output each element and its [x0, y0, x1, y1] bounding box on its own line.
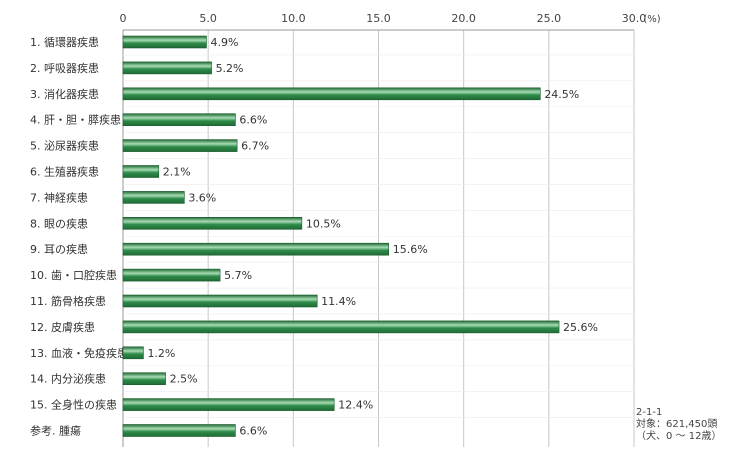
bar	[122, 346, 144, 360]
x-tick-label: 30.0	[622, 12, 647, 25]
category-label: 14. 内分泌疾患	[30, 372, 106, 386]
value-label: 10.5%	[306, 217, 341, 230]
bar	[122, 217, 303, 230]
x-tick-label: 25.0	[537, 12, 562, 25]
value-label: 11.4%	[321, 295, 356, 308]
subject-scope: （犬、0 〜 12歳）	[636, 431, 722, 442]
figure-id: 2-1-1	[636, 407, 663, 418]
category-label: 12. 皮膚疾患	[30, 320, 95, 334]
value-label: 4.9%	[210, 36, 238, 49]
x-tick-label: 15.0	[366, 12, 391, 25]
category-label: 2. 呼吸器疾患	[30, 61, 99, 75]
bar	[122, 165, 160, 178]
value-labels: 4.9% 5.2% 24.5% 6.6% 6.7% 2.1% 3.6% 10.5% 15.6% 5…	[147, 36, 598, 438]
grid-lines	[122, 29, 635, 447]
bar	[122, 268, 221, 282]
x-axis: 0 5.0 10.0 15.0 20.0 25.0 30.0(%)	[120, 12, 661, 25]
bar	[122, 320, 560, 334]
value-label: 5.2%	[216, 62, 244, 75]
category-label: 5. 泌尿器疾患	[30, 139, 99, 153]
subject-count: 対象：621,450頭	[636, 419, 718, 430]
bar	[122, 294, 318, 308]
bar	[122, 372, 166, 386]
category-label: 11. 筋骨格疾患	[30, 294, 106, 308]
category-label: 15. 全身性の疾患	[30, 398, 117, 412]
value-label: 2.5%	[170, 373, 198, 386]
bar	[122, 242, 390, 256]
bar	[122, 191, 185, 204]
category-label: 4. 肝・胆・膵疾患	[30, 113, 121, 127]
x-tick-label: 20.0	[451, 12, 476, 25]
value-label: 6.7%	[241, 140, 269, 153]
value-label: 3.6%	[188, 191, 216, 204]
category-label: 13. 血液・免疫疾患	[30, 346, 128, 360]
bar	[122, 398, 335, 411]
category-label: 7. 神経疾患	[30, 190, 88, 204]
figure-note: 2-1-1 対象：621,450頭 （犬、0 〜 12歳）	[636, 407, 721, 443]
category-label: 6. 生殖器疾患	[30, 165, 99, 179]
value-label: 6.6%	[239, 425, 267, 438]
category-label: 参考. 腫瘍	[30, 424, 81, 438]
bar	[122, 113, 236, 126]
bar	[122, 139, 238, 152]
category-label: 1. 循環器疾患	[30, 35, 99, 49]
category-label: 8. 眼の疾患	[30, 216, 88, 230]
x-tick-label: 10.0	[281, 12, 306, 25]
value-label: 15.6%	[393, 243, 428, 256]
bar	[122, 424, 236, 437]
value-label: 6.6%	[239, 114, 267, 127]
value-label: 2.1%	[163, 166, 191, 179]
value-label: 1.2%	[147, 347, 175, 360]
category-label: 3. 消化器疾患	[30, 87, 99, 101]
bar	[122, 35, 207, 49]
value-label: 12.4%	[338, 399, 373, 412]
bar	[122, 87, 541, 101]
x-tick-label: 0	[120, 12, 127, 25]
category-label: 10. 歯・口腔疾患	[30, 268, 117, 282]
x-tick-label: 5.0	[199, 12, 217, 25]
category-label: 9. 耳の疾患	[30, 242, 88, 256]
category-labels: 1. 循環器疾患 2. 呼吸器疾患 3. 消化器疾患 4. 肝・胆・膵疾患 5. 泌尿器…	[30, 35, 128, 438]
x-unit-label: (%)	[643, 14, 660, 25]
bar	[122, 61, 212, 75]
value-label: 24.5%	[544, 88, 579, 101]
value-label: 25.6%	[563, 321, 598, 334]
bars	[122, 35, 560, 437]
value-label: 5.7%	[224, 269, 252, 282]
